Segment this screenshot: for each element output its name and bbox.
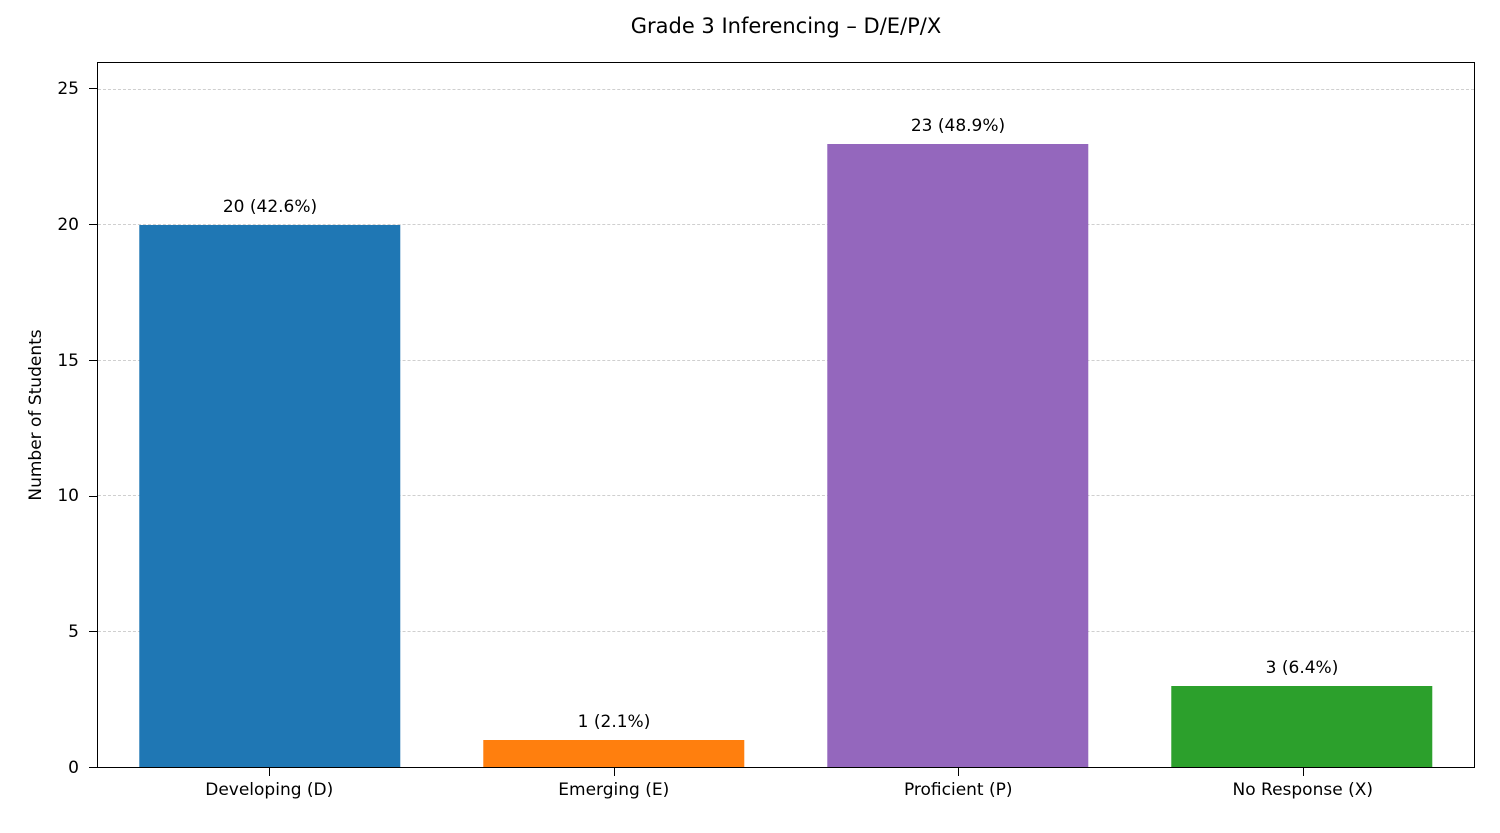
bar-value-label: 1 (2.1%) xyxy=(577,711,651,732)
bar-2 xyxy=(483,739,745,767)
y-tick-mark xyxy=(89,88,97,90)
bar-slot: 1 (2.1%) xyxy=(442,63,786,767)
bar-slot: 23 (48.9%) xyxy=(786,63,1130,767)
x-tick-label: No Response (X) xyxy=(1232,780,1373,800)
y-tick-label: 10 xyxy=(57,486,79,507)
plot-area: 20 (42.6%) 1 (2.1%) 23 (48.9%) 3 (6.4%) xyxy=(97,62,1475,768)
y-tick-mark xyxy=(89,631,97,633)
x-tick-mark xyxy=(269,768,271,776)
y-axis-ticks: 0 5 10 15 20 25 xyxy=(0,62,97,778)
gridline xyxy=(98,630,1474,632)
x-tick-slot: Developing (D) xyxy=(97,768,442,800)
bar-slot: 3 (6.4%) xyxy=(1130,63,1474,767)
x-tick-slot: Emerging (E) xyxy=(442,768,787,800)
bar-4 xyxy=(1171,685,1433,767)
gridline xyxy=(98,224,1474,226)
gridline xyxy=(98,495,1474,497)
x-tick-slot: Proficient (P) xyxy=(786,768,1131,800)
bar-value-label: 20 (42.6%) xyxy=(222,197,318,218)
y-tick-label: 5 xyxy=(68,622,79,643)
x-tick-mark xyxy=(613,768,615,776)
chart-title: Grade 3 Inferencing – D/E/P/X xyxy=(630,14,942,38)
x-tick-mark xyxy=(958,768,960,776)
y-tick-mark xyxy=(89,359,97,361)
bar-1 xyxy=(139,225,401,767)
x-tick-label: Emerging (E) xyxy=(558,780,670,800)
y-tick-mark xyxy=(89,495,97,497)
y-tick-mark xyxy=(89,767,97,769)
y-tick-label: 25 xyxy=(57,79,79,100)
gridlines xyxy=(98,63,1474,767)
y-tick-label: 20 xyxy=(57,214,79,235)
y-tick-mark xyxy=(89,224,97,226)
bar-value-label: 3 (6.4%) xyxy=(1265,657,1339,678)
bars-container: 20 (42.6%) 1 (2.1%) 23 (48.9%) 3 (6.4%) xyxy=(98,63,1474,767)
gridline xyxy=(98,359,1474,361)
bar-slot: 20 (42.6%) xyxy=(98,63,442,767)
x-axis-ticks: Developing (D) Emerging (E) Proficient (P)… xyxy=(97,768,1475,800)
y-tick-label: 0 xyxy=(68,758,79,778)
x-tick-label: Proficient (P) xyxy=(903,780,1013,800)
y-tick-label: 15 xyxy=(57,350,79,371)
gridline xyxy=(98,89,1474,91)
x-tick-slot: No Response (X) xyxy=(1131,768,1476,800)
bar-3 xyxy=(827,144,1089,767)
x-tick-mark xyxy=(1302,768,1304,776)
bar-value-label: 23 (48.9%) xyxy=(910,116,1006,137)
x-tick-label: Developing (D) xyxy=(205,780,334,800)
